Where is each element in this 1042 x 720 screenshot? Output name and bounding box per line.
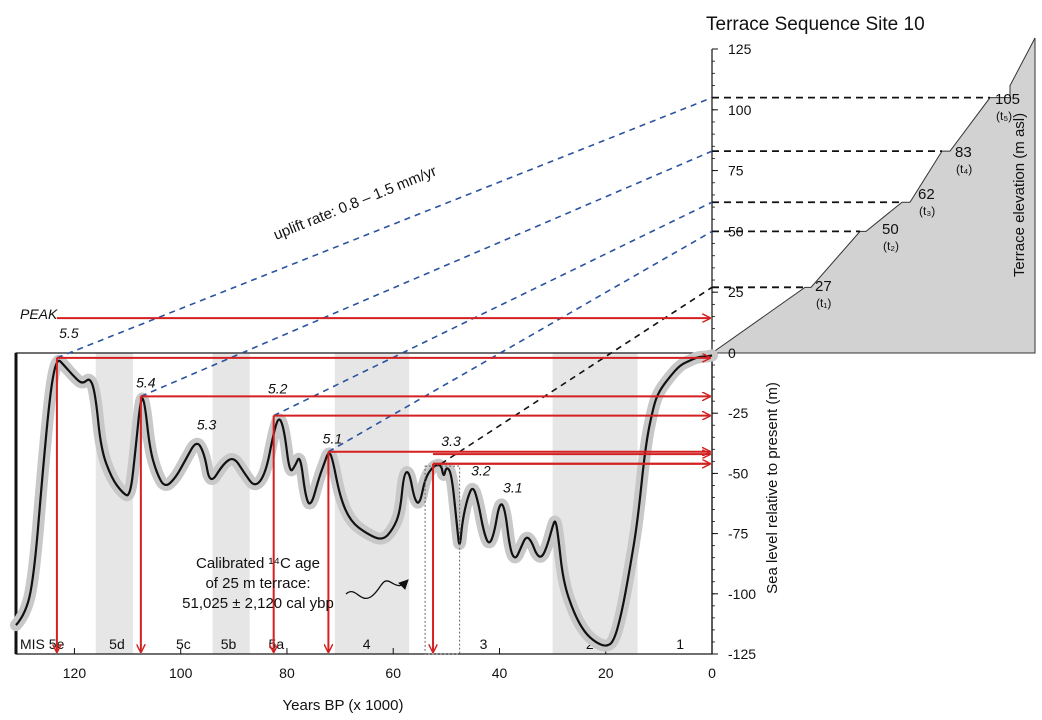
mis-stage-label: 5d <box>109 636 125 652</box>
highstand-label: 3.3 <box>441 433 461 449</box>
y2-tick-label: 125 <box>728 41 752 57</box>
terrace-id-label: (t₃) <box>919 204 935 218</box>
calibrated-age-line1: Calibrated ¹⁴C age <box>196 555 320 572</box>
y-tick-label: -50 <box>728 465 748 481</box>
y2-axis-label: Terrace elevation (m asl) <box>1011 113 1028 277</box>
x-tick-label: 120 <box>63 665 87 681</box>
highstand-label: 3.2 <box>471 462 491 478</box>
terrace-profile <box>710 37 1036 354</box>
highstand-label: 5.2 <box>268 381 288 397</box>
highstand-label: 5.5 <box>59 325 79 341</box>
x-tick-label: 0 <box>708 665 716 681</box>
mis-stage-label: 5a <box>269 636 285 652</box>
mis-stage-label: 5c <box>176 636 191 652</box>
y-tick-label: -75 <box>728 526 748 542</box>
peak-label: PEAK <box>20 306 58 322</box>
y-tick-label: 0 <box>728 345 736 361</box>
y2-tick-label: 75 <box>728 163 744 179</box>
y2-tick-label: 100 <box>728 102 752 118</box>
x-tick-label: 80 <box>279 665 295 681</box>
stadial-band <box>212 353 250 654</box>
x-tick-label: 20 <box>598 665 614 681</box>
y-axis-label: Sea level relative to present (m) <box>764 382 781 594</box>
uplift-rate-label: uplift rate: 0.8 – 1.5 mm/yr <box>271 163 439 244</box>
terrace-elevation-label: 50 <box>882 221 899 238</box>
highstand-label: 5.1 <box>323 431 342 447</box>
chart-title: Terrace Sequence Site 10 <box>706 14 925 35</box>
terrace-elevation-label: 83 <box>955 144 972 161</box>
mis-stage-label: 5b <box>221 636 237 652</box>
calibration-window-box <box>424 465 461 655</box>
mis-stage-label: 3 <box>480 636 488 652</box>
mis-stage-label: 4 <box>363 636 371 652</box>
terrace-elevation-label: 105 <box>995 91 1020 108</box>
highstand-label: 5.3 <box>197 417 217 433</box>
terrace-id-label: (t₁) <box>816 296 831 310</box>
terrace-elevation-label: 62 <box>918 186 935 203</box>
y2-tick-label: 50 <box>728 223 744 239</box>
y-tick-label: -100 <box>728 586 756 602</box>
x-tick-label: 100 <box>169 665 193 681</box>
terrace-id-label: (t₄) <box>956 162 972 176</box>
highstand-label: 5.4 <box>136 374 156 390</box>
terrace-id-label: (t₅) <box>996 109 1012 123</box>
correlation-line-5-5 <box>56 96 713 359</box>
x-axis-label: Years BP (x 1000) <box>283 697 404 714</box>
terrace-id-label: (t₂) <box>883 239 899 253</box>
correlation-line-5-4 <box>140 150 713 398</box>
sea-level-curve <box>15 354 713 647</box>
calibrated-age-line2: of 25 m terrace: <box>205 575 310 592</box>
correlation-line-5-2 <box>273 201 713 417</box>
correlation-line-3-3 <box>440 286 713 465</box>
x-tick-label: 60 <box>385 665 401 681</box>
highstand-label: 3.1 <box>503 479 522 495</box>
y-tick-label: -125 <box>728 646 756 662</box>
correlation-line-5-1 <box>328 230 713 453</box>
mis-stage-label: 1 <box>676 636 684 652</box>
y-tick-label: -25 <box>728 405 748 421</box>
x-tick-label: 40 <box>492 665 508 681</box>
terrace-elevation-label: 27 <box>815 278 832 295</box>
calibrated-age-line3: 51,025 ± 2,120 cal ybp <box>182 595 334 612</box>
calibrated-age-pointer <box>345 579 409 599</box>
